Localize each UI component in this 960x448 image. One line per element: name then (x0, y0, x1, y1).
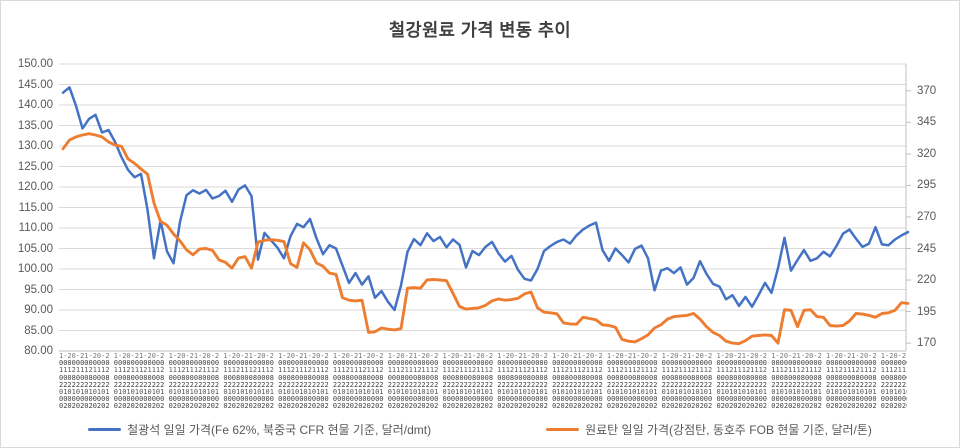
left-axis-tick-label: 80.00 (24, 345, 53, 357)
left-axis-tick-label: 95.00 (24, 283, 53, 296)
left-axis-tick-label: 105.00 (17, 242, 53, 255)
coking-coal-line-swatch-icon (546, 427, 580, 432)
legend-item-coking-coal: 원료탄 일일 가격(강점탄, 동호주 FOB 현물 기준, 달러/톤) (546, 421, 872, 438)
plot-area (59, 63, 911, 352)
right-axis-tick-label: 295 (917, 179, 937, 192)
legend-label-iron-ore: 철광석 일일 가격(Fe 62%, 북중국 CFR 현물 기준, 달러/dmt) (127, 423, 432, 437)
left-axis-tick-label: 130.00 (17, 140, 53, 152)
left-axis-tick-label: 85.00 (24, 324, 53, 337)
legend-item-iron-ore: 철광석 일일 가격(Fe 62%, 북중국 CFR 현물 기준, 달러/dmt) (88, 421, 431, 438)
right-axis-tick-label: 345 (917, 116, 937, 129)
chart-legend: 철광석 일일 가격(Fe 62%, 북중국 CFR 현물 기준, 달러/dmt)… (1, 421, 959, 438)
left-axis-tick-label: 115.00 (18, 201, 53, 214)
right-axis-tick-label: 245 (917, 242, 937, 255)
left-axis-tick-label: 150.00 (17, 58, 53, 70)
x-axis-date-labels-overlapped: 1-20-21-20-2 1-20-21-20-2 1-20-21-20-2 1… (59, 353, 907, 411)
legend-label-coking-coal: 원료탄 일일 가격(강점탄, 동호주 FOB 현물 기준, 달러/톤) (585, 423, 872, 437)
x-axis-label-texture-row: 010101010101 010101010101 010101010101 0… (59, 388, 907, 396)
x-axis-label-texture-row: 000000000000 000000000000 000000000000 0… (59, 396, 907, 404)
coking-coal-series-line (61, 132, 910, 346)
iron-ore-series-line (61, 86, 910, 312)
right-axis-tick-label: 195 (917, 305, 937, 318)
chart-title: 철강원료 가격 변동 추이 (388, 20, 572, 40)
x-axis-label-texture-row: 020202020202 020202020202 020202020202 0… (59, 403, 907, 411)
right-axis-tick-label: 220 (917, 274, 937, 287)
right-axis-tick-label: 370 (917, 84, 937, 97)
left-axis-tick-label: 110.00 (18, 222, 53, 234)
left-axis-tick-label: 90.00 (24, 304, 53, 316)
right-axis-tick-label: 170 (917, 337, 937, 350)
x-axis-label-texture-row: 222222222222 222222222222 222222222222 2… (59, 381, 907, 389)
x-axis-label-texture-row: 111211121112 111211121112 111211121112 1… (59, 367, 907, 375)
left-axis-tick-label: 145.00 (17, 78, 53, 91)
left-axis-tick-label: 140.00 (17, 99, 53, 111)
right-axis-tick-label: 320 (917, 147, 937, 160)
left-axis-tick-label: 120.00 (17, 181, 53, 193)
x-axis-label-texture-row: 000800080008 000800080008 000800080008 0… (59, 374, 907, 382)
left-axis-tick-label: 100.00 (17, 263, 53, 275)
x-axis-label-texture-row: 000000000000 000000000000 000000000000 0… (59, 360, 907, 368)
iron-ore-line-swatch-icon (88, 427, 122, 432)
left-axis-tick-label: 125.00 (17, 160, 53, 173)
left-axis-tick-label: 135.00 (17, 119, 53, 132)
right-axis-tick-label: 270 (917, 210, 937, 223)
x-axis-label-texture-row: 1-20-21-20-2 1-20-21-20-2 1-20-21-20-2 1… (59, 353, 907, 360)
